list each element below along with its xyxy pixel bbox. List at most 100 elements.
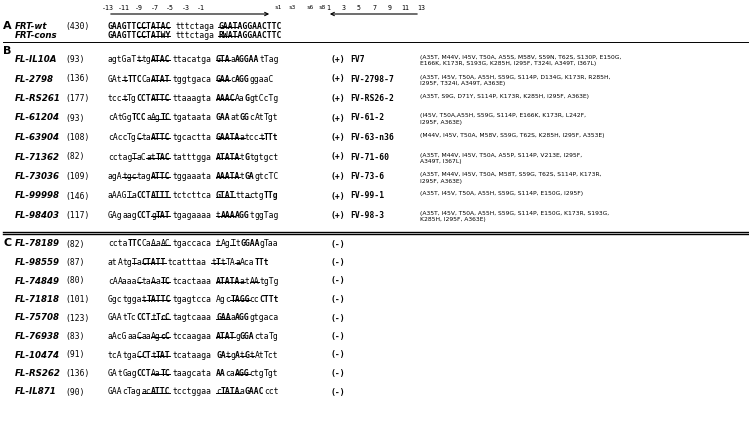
Text: FL-RS261: FL-RS261	[15, 94, 61, 103]
Text: ATATA: ATATA	[216, 153, 240, 162]
Text: ATATA: ATATA	[216, 276, 240, 285]
Text: CCT: CCT	[137, 94, 151, 103]
Text: tgataata: tgataata	[173, 114, 212, 123]
Text: ATTC: ATTC	[151, 94, 171, 103]
Text: t: t	[122, 75, 127, 84]
Text: t: t	[240, 172, 245, 181]
Text: (-): (-)	[330, 388, 345, 396]
Text: A: A	[3, 21, 12, 31]
Text: t: t	[249, 351, 255, 360]
Text: A: A	[118, 258, 123, 267]
Text: A349T, I367L): A349T, I367L)	[420, 159, 461, 164]
Text: C: C	[3, 237, 11, 248]
Text: (430): (430)	[65, 22, 89, 31]
Text: a: a	[240, 276, 245, 285]
Text: FV-61-2: FV-61-2	[350, 114, 384, 123]
Text: CTATT: CTATT	[142, 258, 166, 267]
Text: at: at	[231, 114, 240, 123]
Text: tcactaaa: tcactaaa	[173, 276, 212, 285]
Text: tgtgct: tgtgct	[249, 153, 279, 162]
Text: tgagaaaa: tgagaaaa	[173, 211, 212, 220]
Text: c: c	[225, 295, 231, 304]
Text: A: A	[151, 276, 156, 285]
Text: agA: agA	[108, 172, 123, 181]
Text: Ag: Ag	[216, 295, 225, 304]
Text: FL-98403: FL-98403	[15, 211, 60, 220]
Text: (+): (+)	[330, 211, 345, 220]
Text: tgaccaca: tgaccaca	[173, 240, 212, 248]
Text: c: c	[122, 388, 127, 396]
Text: Aaaa: Aaaa	[118, 276, 137, 285]
Text: tgga: tgga	[122, 295, 142, 304]
Text: T: T	[132, 153, 137, 162]
Text: TC: TC	[161, 276, 171, 285]
Text: (-): (-)	[330, 369, 345, 378]
Text: TTt: TTt	[264, 133, 279, 142]
Text: (+): (+)	[330, 172, 345, 181]
Text: T: T	[231, 240, 235, 248]
Text: B: B	[3, 46, 11, 56]
Text: TTC: TTC	[127, 240, 142, 248]
Text: g: g	[151, 211, 156, 220]
Text: C: C	[137, 276, 142, 285]
Text: Tag: Tag	[127, 388, 142, 396]
Text: TA: TA	[225, 258, 235, 267]
Text: 9: 9	[388, 5, 392, 11]
Text: (A35T, I45V, T50A, A55H, S59G, S114P, E150G, K173R, S193G,: (A35T, I45V, T50A, A55H, S59G, S114P, E1…	[420, 211, 609, 216]
Text: FL-99998: FL-99998	[15, 192, 60, 201]
Text: TTC: TTC	[127, 75, 142, 84]
Text: FL-IL871: FL-IL871	[15, 388, 57, 396]
Text: I295F, A363E): I295F, A363E)	[420, 179, 462, 184]
Text: Tgt: Tgt	[264, 114, 279, 123]
Text: t: t	[245, 276, 249, 285]
Text: t: t	[235, 240, 240, 248]
Text: AGGAA: AGGAA	[235, 55, 260, 64]
Text: (136): (136)	[65, 369, 89, 378]
Text: ATAT: ATAT	[151, 75, 171, 84]
Text: tgagtcca: tgagtcca	[173, 295, 212, 304]
Text: AGG: AGG	[235, 75, 250, 84]
Text: a: a	[235, 258, 240, 267]
Text: tcatttaa: tcatttaa	[168, 258, 207, 267]
Text: t: t	[137, 55, 142, 64]
Text: ttacatga: ttacatga	[173, 55, 212, 64]
Text: cta: cta	[255, 332, 269, 341]
Text: a: a	[137, 258, 142, 267]
Text: (90): (90)	[65, 388, 85, 396]
Text: K285H, I295F, A363E): K285H, I295F, A363E)	[420, 218, 486, 223]
Text: cC: cC	[161, 313, 171, 323]
Text: AAATA: AAATA	[216, 172, 240, 181]
Text: c: c	[249, 114, 255, 123]
Text: CCT: CCT	[137, 313, 151, 323]
Text: c: c	[231, 75, 235, 84]
Text: ac: ac	[142, 388, 151, 396]
Text: (A35T, M44V, I45V, T50A, A55S, M58V, S59N, T62S, S130P, E150G,: (A35T, M44V, I45V, T50A, A55S, M58V, S59…	[420, 55, 621, 60]
Text: FL-63904: FL-63904	[15, 133, 60, 142]
Text: 1: 1	[326, 5, 330, 11]
Text: AGG: AGG	[235, 211, 250, 220]
Text: t: t	[142, 295, 147, 304]
Text: Aa: Aa	[235, 94, 245, 103]
Text: cctag: cctag	[108, 153, 133, 162]
Text: t: t	[211, 258, 216, 267]
Text: -1: -1	[197, 5, 205, 11]
Text: FL-10474: FL-10474	[15, 351, 60, 360]
Text: GAA: GAA	[108, 388, 123, 396]
Text: a: a	[146, 114, 151, 123]
Text: t: t	[118, 369, 123, 378]
Text: cA: cA	[108, 114, 118, 123]
Text: FV-71-60: FV-71-60	[350, 153, 389, 162]
Text: ta: ta	[142, 276, 151, 285]
Text: at: at	[146, 153, 156, 162]
Text: At: At	[255, 351, 264, 360]
Text: T: T	[156, 313, 161, 323]
Text: GA: GA	[216, 351, 225, 360]
Text: (+): (+)	[330, 94, 345, 103]
Text: cAcc: cAcc	[108, 133, 127, 142]
Text: E166K, K173R, S193G, K285H, I295F, T324I, A349T, I367L): E166K, K173R, S193G, K285H, I295F, T324I…	[420, 61, 596, 67]
Text: Aa: Aa	[151, 369, 161, 378]
Text: FL-75708: FL-75708	[15, 313, 60, 323]
Text: Aca: Aca	[240, 258, 255, 267]
Text: tttctaga: tttctaga	[175, 31, 214, 40]
Text: FL-71362: FL-71362	[15, 153, 60, 162]
